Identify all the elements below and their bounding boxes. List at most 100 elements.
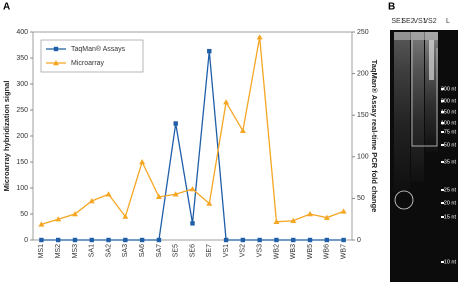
ladder-band	[441, 100, 444, 102]
point	[307, 237, 313, 243]
panel-label: B	[388, 2, 395, 13]
x-tick-label: SA2	[105, 244, 112, 257]
point	[340, 208, 347, 214]
point	[307, 211, 314, 217]
x-tick-label: SA1	[89, 244, 96, 257]
ladder-label: 10 nt	[444, 259, 457, 265]
y2-tick-label: 150	[357, 112, 369, 119]
y-tick-label: 400	[16, 29, 28, 36]
bracket	[411, 40, 438, 147]
point	[173, 121, 178, 126]
point	[89, 237, 94, 243]
x-tick-label: VS1	[223, 244, 230, 257]
ladder-label: 50 nt	[444, 142, 457, 148]
y-tick-label: 0	[24, 237, 28, 244]
x-tick-label: WB2	[273, 244, 280, 259]
lane-band	[429, 40, 434, 80]
ladder-band	[441, 216, 444, 218]
y-axis-title: Microarray hybridization signal	[2, 81, 11, 192]
x-tick-label: WB6	[324, 244, 331, 259]
point	[123, 237, 128, 243]
point	[273, 218, 280, 224]
x-tick-label: WB3	[290, 244, 297, 259]
ladder-band	[441, 88, 444, 90]
y-tick-label: 50	[20, 211, 28, 218]
panel-label: A	[3, 2, 10, 13]
ladder-label: 200 nt	[441, 98, 457, 104]
ladder-label: 100 nt	[441, 120, 457, 126]
lane-smear	[425, 32, 438, 152]
ladder-label: 25 nt	[444, 187, 457, 193]
point	[189, 186, 196, 192]
ladder-label: 20 nt	[444, 200, 457, 206]
x-tick-label: SE5	[173, 244, 180, 257]
y2-tick-label: 250	[357, 29, 369, 36]
point	[240, 237, 246, 243]
x-tick-label: MS2	[55, 244, 62, 259]
y-tick-label: 250	[16, 107, 28, 114]
legend-marker	[53, 60, 59, 66]
lane-smear	[411, 32, 424, 182]
point	[239, 127, 246, 133]
x-tick-label: MS1	[38, 244, 45, 259]
ladder-label: 15 nt	[444, 214, 457, 220]
point	[122, 213, 129, 219]
lane-smear	[394, 32, 410, 192]
y2-tick-label: 50	[357, 195, 365, 202]
y2-tick-label: 200	[357, 70, 369, 77]
x-tick-label: WB7	[340, 244, 347, 259]
point	[274, 237, 279, 243]
legend-marker	[53, 46, 59, 52]
y-tick-label: 200	[16, 133, 28, 140]
point	[206, 200, 213, 206]
ladder-band	[441, 161, 444, 163]
lane-label: VS2	[423, 18, 436, 25]
point	[223, 99, 230, 105]
y2-tick-label: 100	[357, 154, 369, 161]
x-tick-label: SA7	[156, 244, 163, 257]
lane-label: SE2	[401, 18, 414, 25]
point	[172, 191, 179, 197]
point	[207, 48, 212, 54]
legend-label: Microarray	[71, 60, 105, 67]
point	[223, 237, 229, 243]
lane-label: L	[446, 18, 450, 25]
point	[105, 191, 112, 197]
x-tick-label: SA3	[122, 244, 129, 257]
x-tick-label: MS3	[72, 244, 79, 259]
ladder-band	[441, 144, 444, 146]
ladder-label: 150 nt	[441, 109, 457, 115]
y-tick-label: 150	[16, 159, 28, 166]
point	[88, 198, 95, 204]
point	[55, 237, 61, 243]
chart: 0 50 100 150 200 250 300 350 400 0 50 100 150 200 250 M…	[2, 29, 379, 259]
point	[341, 237, 346, 243]
point	[290, 217, 297, 223]
point	[72, 237, 78, 243]
legend-box	[40, 39, 144, 73]
y2-tick-label: 0	[357, 237, 361, 244]
point	[155, 193, 162, 200]
x-tick-label: VS3	[257, 244, 264, 257]
point	[323, 214, 330, 220]
legend-label: TaqMan® Assays	[71, 45, 126, 53]
ladder-band	[441, 202, 444, 204]
point	[39, 237, 44, 243]
ladder-label: 300 nt	[441, 86, 457, 92]
point	[71, 211, 78, 217]
point	[256, 34, 263, 40]
y-tick-label: 300	[16, 81, 28, 88]
ladder-band	[441, 111, 444, 113]
x-tick-label: SE6	[189, 244, 196, 257]
ladder-band	[441, 189, 444, 191]
x-tick-label: WB5	[307, 244, 314, 259]
lane-label: SE1	[391, 18, 404, 25]
ladder-label: 35 nt	[444, 159, 457, 165]
point	[139, 237, 145, 243]
x-tick-label: SA6	[139, 244, 146, 257]
circle-annotation	[394, 190, 414, 210]
series-line	[41, 51, 344, 241]
lane-label: VS1	[413, 18, 426, 25]
